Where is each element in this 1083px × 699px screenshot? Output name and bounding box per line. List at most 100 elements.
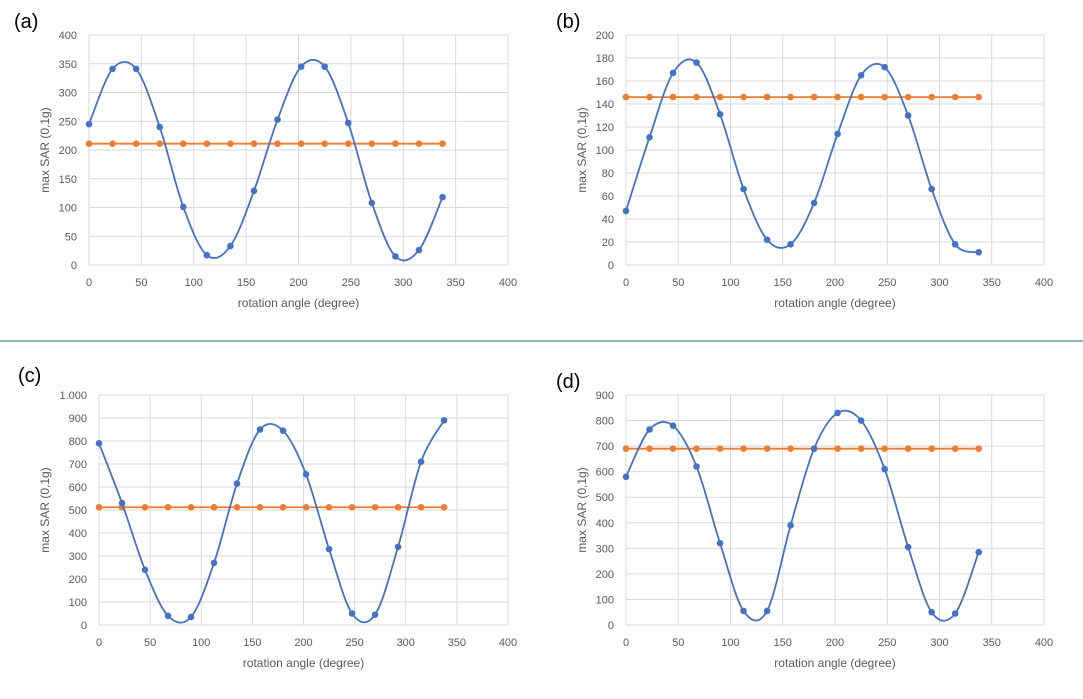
x-tick-label: 100: [721, 277, 739, 289]
y-tick-label: 200: [69, 574, 87, 586]
data-point-blue: [646, 134, 653, 141]
y-tick-label: 300: [69, 551, 87, 563]
data-point-blue: [928, 608, 935, 616]
x-tick-label: 150: [243, 637, 261, 649]
data-point-blue: [904, 112, 912, 119]
x-tick-label: 100: [185, 277, 203, 289]
y-tick-label: 60: [602, 191, 614, 203]
data-point-orange: [440, 503, 448, 511]
series-blue: [622, 409, 982, 622]
data-point-orange: [975, 93, 982, 101]
series-line-blue: [98, 419, 445, 624]
y-tick-label: 20: [602, 237, 614, 249]
data-point-blue: [881, 465, 888, 473]
series-orange: [622, 93, 982, 101]
data-point-blue: [928, 185, 935, 193]
data-point-blue: [302, 471, 310, 478]
chart-panel-2: (b) 0 20 40 60 80 100 120 140 160 180 200 0 50 100 150 2…: [556, 11, 1053, 310]
data-point-orange: [904, 93, 912, 101]
data-point-blue: [233, 480, 241, 487]
x-tick-label: 200: [826, 277, 844, 289]
data-point-orange: [95, 503, 103, 511]
data-point-orange: [646, 445, 653, 452]
series-blue: [95, 417, 448, 624]
data-point-orange: [439, 140, 446, 147]
panel-label: (a): [14, 11, 38, 33]
data-point-orange: [297, 140, 305, 147]
data-point-blue: [95, 440, 103, 447]
x-tick-label: 150: [237, 277, 255, 289]
data-point-orange: [392, 140, 399, 147]
data-point-orange: [787, 93, 794, 101]
data-point-orange: [716, 445, 724, 452]
x-tick-label: 350: [983, 637, 1001, 649]
chart-panel-4: (d) 0 100 200 300 400 500 600 700 800 900 0 50 100 150…: [556, 371, 1053, 670]
data-point-orange: [740, 445, 747, 452]
data-point-orange: [302, 503, 310, 511]
data-point-orange: [834, 93, 841, 101]
y-tick-label: 150: [59, 174, 77, 186]
data-point-blue: [274, 116, 281, 123]
y-tick-label: 100: [69, 597, 87, 609]
x-axis-title: rotation angle (degree): [774, 656, 895, 670]
x-tick-label: 400: [1035, 277, 1053, 289]
data-point-blue: [210, 559, 218, 567]
data-point-orange: [179, 140, 187, 147]
data-point-orange: [763, 445, 771, 452]
data-point-blue: [857, 417, 865, 424]
data-point-orange: [325, 503, 333, 511]
data-point-blue: [250, 187, 258, 195]
data-point-blue: [740, 607, 747, 615]
data-point-orange: [348, 503, 356, 511]
y-tick-label: 350: [59, 59, 77, 71]
data-point-blue: [187, 613, 195, 621]
data-point-orange: [85, 140, 93, 147]
y-tick-label: 400: [69, 528, 87, 540]
x-tick-label: 100: [721, 637, 739, 649]
data-point-blue: [321, 63, 328, 70]
x-tick-label: 150: [774, 637, 792, 649]
data-point-orange: [371, 503, 379, 511]
data-point-blue: [810, 445, 818, 452]
y-tick-label: 600: [69, 482, 87, 494]
y-tick-label: 200: [59, 145, 77, 157]
x-tick-label: 250: [342, 277, 360, 289]
data-point-orange: [210, 503, 218, 511]
data-point-blue: [439, 193, 446, 201]
data-point-blue: [256, 426, 264, 433]
data-point-orange: [622, 93, 630, 101]
x-axis-title: rotation angle (degree): [238, 296, 359, 310]
data-point-orange: [415, 140, 423, 147]
data-point-blue: [716, 111, 724, 118]
x-tick-label: 200: [289, 277, 307, 289]
data-point-orange: [132, 140, 140, 147]
data-point-orange: [693, 445, 700, 452]
x-tick-label: 350: [446, 277, 464, 289]
data-point-blue: [763, 236, 771, 243]
data-point-orange: [669, 93, 677, 101]
data-point-blue: [975, 548, 982, 556]
data-point-blue: [669, 422, 677, 429]
y-tick-label: 250: [59, 116, 77, 128]
data-point-blue: [279, 427, 287, 434]
data-point-blue: [417, 458, 425, 466]
data-point-blue: [132, 65, 140, 73]
y-tick-label: 700: [69, 459, 87, 471]
data-point-blue: [164, 612, 172, 620]
data-point-blue: [156, 123, 164, 131]
data-point-orange: [857, 93, 865, 101]
series-orange: [85, 140, 446, 147]
data-point-orange: [141, 503, 149, 511]
data-point-blue: [951, 610, 959, 617]
y-tick-label: 0: [71, 260, 77, 272]
data-point-blue: [179, 203, 187, 211]
y-tick-label: 800: [69, 436, 87, 448]
y-axis-title: max SAR (0,1g): [38, 107, 52, 192]
x-tick-label: 300: [397, 637, 415, 649]
y-tick-label: 100: [596, 145, 614, 157]
x-tick-label: 0: [623, 637, 629, 649]
data-point-blue: [118, 499, 126, 507]
data-point-orange: [975, 445, 982, 452]
y-tick-label: 900: [69, 413, 87, 425]
data-point-orange: [787, 445, 794, 452]
